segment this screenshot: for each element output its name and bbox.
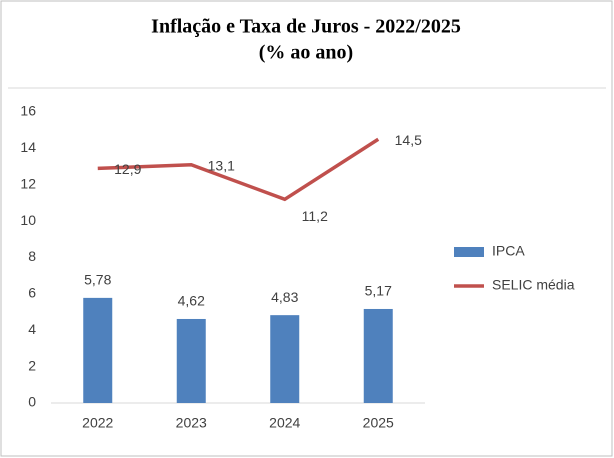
legend-swatch bbox=[454, 247, 484, 257]
y-tick-label: 4 bbox=[28, 321, 36, 337]
y-tick-label: 2 bbox=[28, 357, 36, 373]
y-tick-label: 8 bbox=[28, 248, 36, 264]
data-label: 5,17 bbox=[365, 283, 392, 299]
chart-subtitle: (% ao ano) bbox=[259, 42, 353, 64]
y-tick-label: 6 bbox=[28, 285, 36, 301]
bar bbox=[176, 318, 206, 403]
y-tick-label: 14 bbox=[20, 139, 36, 155]
y-tick-label: 10 bbox=[20, 212, 36, 228]
data-label: 14,5 bbox=[395, 132, 422, 148]
data-label: 12,9 bbox=[114, 161, 141, 177]
data-label: 13,1 bbox=[208, 157, 235, 173]
y-tick-label: 12 bbox=[20, 175, 36, 191]
x-tick-label: 2025 bbox=[363, 415, 394, 431]
bar bbox=[83, 297, 113, 403]
bar bbox=[363, 308, 393, 403]
x-tick-label: 2023 bbox=[176, 415, 207, 431]
data-label: 4,62 bbox=[178, 293, 205, 309]
bar bbox=[270, 315, 300, 403]
data-label: 5,78 bbox=[84, 272, 111, 288]
y-tick-label: 0 bbox=[28, 394, 36, 410]
legend-label: SELIC média bbox=[492, 277, 575, 293]
data-label: 11,2 bbox=[302, 208, 328, 224]
line bbox=[97, 137, 380, 202]
chart-title: Inflação e Taxa de Juros - 2022/2025 bbox=[151, 16, 461, 38]
y-tick-label: 16 bbox=[20, 103, 36, 119]
x-tick-label: 2024 bbox=[269, 415, 300, 431]
x-tick-label: 2022 bbox=[82, 415, 113, 431]
data-label: 4,83 bbox=[271, 289, 298, 305]
legend-label: IPCA bbox=[492, 243, 525, 259]
